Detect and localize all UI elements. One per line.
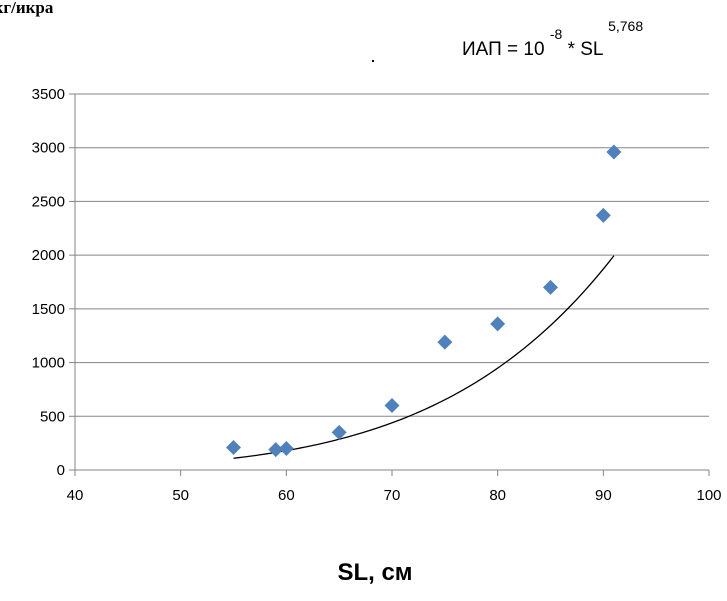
y-tick-label-2500: 2500	[32, 193, 65, 210]
y-tick-label-500: 500	[40, 408, 65, 425]
data-point	[331, 424, 347, 440]
equation-mid: * SL	[568, 39, 603, 60]
x-tick-label-80: 80	[489, 487, 506, 504]
y-axis-label: мкг/икра	[0, 0, 54, 17]
x-tick-label-50: 50	[172, 487, 189, 504]
y-tick-label-3000: 3000	[32, 140, 65, 157]
trendline-curve	[233, 255, 615, 459]
y-tick-label-2000: 2000	[32, 247, 65, 264]
data-point	[226, 439, 241, 455]
data-point	[437, 334, 453, 350]
data-point	[278, 441, 294, 457]
trendline-equation: ИАП = 10 -8 * SL 5,768	[462, 18, 643, 60]
data-point	[384, 398, 400, 414]
trendline	[233, 255, 615, 459]
x-tick-label-90: 90	[595, 487, 612, 504]
data-point	[595, 207, 611, 223]
stray-dot	[372, 60, 374, 62]
y-tick-label-0: 0	[57, 462, 65, 479]
equation-lhs: ИАП = 10	[462, 39, 545, 60]
grid-lines	[75, 93, 709, 417]
data-point	[490, 316, 506, 332]
data-points	[226, 144, 622, 458]
y-tick-label-1500: 1500	[32, 301, 65, 318]
x-tick-label-40: 40	[67, 487, 84, 504]
y-tick-labels: 0 500 1000 1500 2000 2500 3000 3500	[32, 86, 65, 479]
y-tick-label-3500: 3500	[32, 86, 65, 103]
y-tick-label-1000: 1000	[32, 355, 65, 372]
x-tick-labels: 40 50 60 70 80 90 100	[67, 487, 722, 504]
data-point	[543, 279, 558, 295]
data-point	[268, 442, 284, 458]
equation-exponent-1: -8	[550, 26, 563, 42]
axes	[69, 93, 710, 476]
x-tick-label-70: 70	[384, 487, 401, 504]
data-point	[606, 144, 622, 160]
x-tick-label-100: 100	[696, 487, 721, 504]
equation-exponent-2: 5,768	[608, 18, 643, 34]
x-tick-label-60: 60	[278, 487, 295, 504]
x-axis-label: SL, см	[337, 559, 412, 586]
